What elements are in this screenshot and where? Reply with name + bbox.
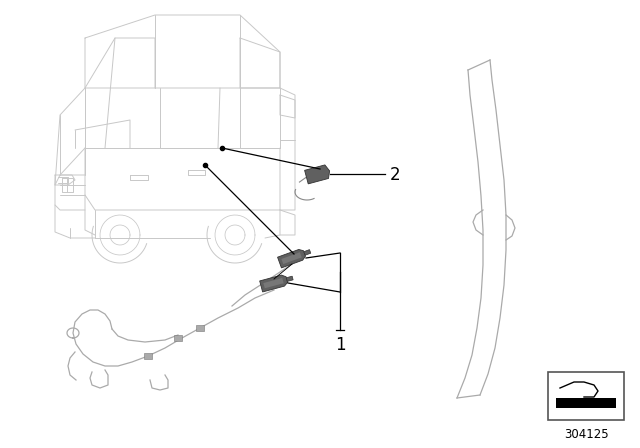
Polygon shape: [263, 278, 284, 288]
Bar: [196, 325, 204, 331]
Polygon shape: [278, 250, 305, 268]
Bar: [556, 398, 616, 408]
Text: 304125: 304125: [564, 428, 608, 441]
Polygon shape: [304, 250, 311, 255]
Polygon shape: [305, 165, 330, 184]
Polygon shape: [260, 275, 287, 292]
Bar: [144, 353, 152, 359]
Bar: [174, 335, 182, 341]
Bar: [548, 372, 624, 420]
Text: 1: 1: [335, 336, 346, 354]
Text: 2: 2: [390, 166, 401, 184]
Polygon shape: [282, 252, 301, 264]
Polygon shape: [286, 276, 293, 281]
